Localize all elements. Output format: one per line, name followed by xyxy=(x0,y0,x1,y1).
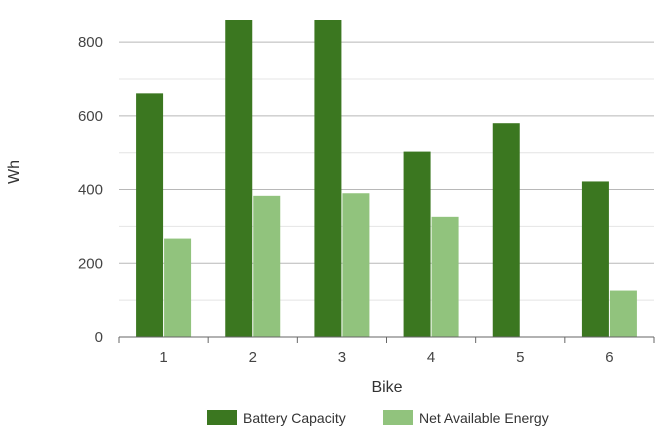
legend-label-net-available-energy: Net Available Energy xyxy=(419,410,549,426)
y-tick-label: 200 xyxy=(78,255,103,272)
bar-net-available-energy-bike-1 xyxy=(164,238,192,337)
y-tick-label: 400 xyxy=(78,182,103,199)
x-tick-label: 3 xyxy=(338,349,346,366)
legend-swatch-net-available-energy xyxy=(383,410,413,425)
bar-battery-capacity-bike-2 xyxy=(225,20,253,337)
bar-battery-capacity-bike-6 xyxy=(581,181,609,337)
bar-battery-capacity-bike-4 xyxy=(403,151,431,337)
bar-net-available-energy-bike-2 xyxy=(253,195,281,337)
bar-battery-capacity-bike-1 xyxy=(136,93,164,337)
y-tick-label: 800 xyxy=(78,34,103,51)
x-axis-title: Bike xyxy=(371,379,402,396)
legend: Battery Capacity Net Available Energy xyxy=(207,410,549,426)
legend-swatch-battery-capacity xyxy=(207,410,237,425)
bar-net-available-energy-bike-3 xyxy=(342,193,370,337)
bars xyxy=(136,20,637,337)
bar-net-available-energy-bike-6 xyxy=(609,290,637,337)
x-tick-label: 1 xyxy=(159,349,167,366)
bar-battery-capacity-bike-3 xyxy=(314,20,342,337)
x-tick-label: 2 xyxy=(249,349,257,366)
y-tick-label: 600 xyxy=(78,108,103,125)
y-axis-title: Wh xyxy=(6,160,23,184)
bar-net-available-energy-bike-4 xyxy=(431,216,459,337)
y-tick-label: 0 xyxy=(95,329,103,346)
gridlines xyxy=(119,41,654,301)
axes: 0 200 400 600 800 1 2 3 4 5 6 xyxy=(78,34,655,366)
x-tick-label: 5 xyxy=(516,349,524,366)
x-tick-label: 6 xyxy=(605,349,613,366)
legend-label-battery-capacity: Battery Capacity xyxy=(243,410,346,426)
bar-battery-capacity-bike-5 xyxy=(492,123,520,337)
x-tick-label: 4 xyxy=(427,349,435,366)
